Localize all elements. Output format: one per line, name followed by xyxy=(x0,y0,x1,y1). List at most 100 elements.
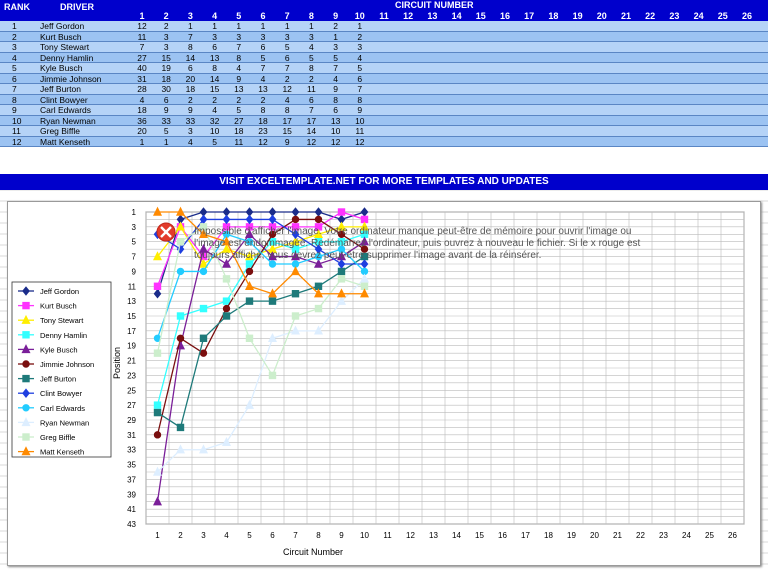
data-point[interactable] xyxy=(176,267,185,276)
driver-cell[interactable]: Jeff Gordon xyxy=(40,21,85,31)
data-point[interactable] xyxy=(291,229,300,240)
rank-cell[interactable]: 11 xyxy=(12,126,21,136)
position-cell[interactable]: 6 xyxy=(188,63,193,73)
position-cell[interactable]: 36 xyxy=(137,115,147,126)
data-point[interactable] xyxy=(337,208,346,216)
position-cell[interactable]: 12 xyxy=(330,136,341,147)
position-cell[interactable]: 11 xyxy=(234,136,244,147)
data-point[interactable] xyxy=(337,259,346,269)
position-cell[interactable]: 11 xyxy=(137,31,147,42)
position-cell[interactable]: 2 xyxy=(260,94,266,105)
data-point[interactable] xyxy=(313,325,324,335)
position-cell[interactable]: 31 xyxy=(137,73,147,84)
position-cell[interactable]: 8 xyxy=(333,94,338,105)
data-point[interactable] xyxy=(198,258,209,268)
data-point[interactable] xyxy=(152,466,163,476)
data-point[interactable] xyxy=(152,496,163,506)
data-point[interactable] xyxy=(221,243,232,253)
position-cell[interactable]: 2 xyxy=(163,21,169,31)
position-cell[interactable]: 33 xyxy=(161,115,171,126)
data-point[interactable] xyxy=(222,275,231,283)
position-cell[interactable]: 1 xyxy=(333,31,338,42)
data-point[interactable] xyxy=(245,260,254,268)
position-cell[interactable]: 7 xyxy=(333,63,338,73)
data-point[interactable] xyxy=(337,267,346,276)
position-cell[interactable]: 4 xyxy=(212,105,217,115)
data-point[interactable] xyxy=(290,236,301,246)
data-point[interactable] xyxy=(268,214,277,225)
position-cell[interactable]: 6 xyxy=(212,42,217,52)
driver-cell[interactable]: Ryan Newman xyxy=(40,115,96,126)
position-cell[interactable]: 1 xyxy=(260,21,266,31)
position-cell[interactable]: 6 xyxy=(333,105,338,115)
position-cell[interactable]: 18 xyxy=(137,105,147,115)
legend-marker[interactable] xyxy=(21,446,31,456)
rank-cell[interactable]: 3 xyxy=(12,42,17,52)
position-cell[interactable]: 3 xyxy=(357,42,363,52)
data-point[interactable] xyxy=(291,290,300,298)
position-cell[interactable]: 11 xyxy=(355,126,365,136)
position-cell[interactable]: 8 xyxy=(236,52,242,63)
position-cell[interactable]: 18 xyxy=(234,126,244,136)
position-cell[interactable]: 5 xyxy=(163,126,169,136)
position-cell[interactable]: 3 xyxy=(188,126,193,136)
data-point[interactable] xyxy=(337,238,346,246)
data-point[interactable] xyxy=(314,252,323,261)
position-cell[interactable]: 1 xyxy=(139,136,145,147)
position-cell[interactable]: 12 xyxy=(282,84,292,94)
position-cell[interactable]: 7 xyxy=(260,63,266,73)
position-cell[interactable]: 14 xyxy=(306,126,317,136)
position-cell[interactable]: 5 xyxy=(260,52,266,63)
data-point[interactable] xyxy=(267,288,278,298)
legend-marker[interactable] xyxy=(22,360,30,368)
rank-cell[interactable]: 8 xyxy=(12,94,17,105)
driver-cell[interactable]: Kyle Busch xyxy=(40,63,83,73)
data-point[interactable] xyxy=(153,349,162,357)
position-cell[interactable]: 13 xyxy=(209,52,220,63)
data-point[interactable] xyxy=(314,304,323,313)
rank-cell[interactable]: 5 xyxy=(12,63,17,73)
data-point[interactable] xyxy=(199,349,208,357)
data-point[interactable] xyxy=(153,431,162,439)
position-cell[interactable]: 11 xyxy=(306,84,316,94)
position-cell[interactable]: 9 xyxy=(333,84,338,94)
position-cell[interactable]: 4 xyxy=(236,63,242,73)
position-cell[interactable]: 2 xyxy=(236,94,242,105)
position-cell[interactable]: 18 xyxy=(258,115,268,126)
position-cell[interactable]: 8 xyxy=(260,105,266,115)
position-cell[interactable]: 15 xyxy=(282,126,292,136)
position-cell[interactable]: 13 xyxy=(234,84,244,94)
position-cell[interactable]: 1 xyxy=(309,21,314,31)
data-point[interactable] xyxy=(313,258,324,268)
position-cell[interactable]: 8 xyxy=(309,63,314,73)
legend-marker[interactable] xyxy=(21,417,31,427)
position-cell[interactable]: 13 xyxy=(258,84,268,94)
data-point[interactable] xyxy=(153,282,162,290)
position-cell[interactable]: 14 xyxy=(185,52,196,63)
data-point[interactable] xyxy=(290,251,301,261)
position-cell[interactable]: 4 xyxy=(139,94,145,105)
data-point[interactable] xyxy=(153,401,162,409)
data-point[interactable] xyxy=(222,312,231,320)
position-cell[interactable]: 1 xyxy=(212,21,217,31)
position-cell[interactable]: 1 xyxy=(284,21,290,31)
position-cell[interactable]: 3 xyxy=(163,42,169,52)
data-point[interactable] xyxy=(176,423,185,432)
position-cell[interactable]: 1 xyxy=(188,21,193,31)
driver-cell[interactable]: Tony Stewart xyxy=(40,42,90,52)
data-point[interactable] xyxy=(245,334,254,342)
legend-marker[interactable] xyxy=(22,433,30,441)
position-cell[interactable]: 4 xyxy=(357,52,363,63)
position-cell[interactable]: 12 xyxy=(258,136,268,147)
position-cell[interactable]: 8 xyxy=(357,94,363,105)
data-point[interactable] xyxy=(175,206,186,216)
driver-cell[interactable]: Clint Bowyer xyxy=(40,94,88,105)
position-cell[interactable]: 9 xyxy=(357,105,363,115)
data-point[interactable] xyxy=(267,332,278,342)
position-cell[interactable]: 12 xyxy=(137,21,147,31)
data-point[interactable] xyxy=(245,214,254,225)
position-cell[interactable]: 1 xyxy=(357,21,363,31)
position-cell[interactable]: 4 xyxy=(260,73,266,84)
data-point[interactable] xyxy=(313,228,324,238)
position-cell[interactable]: 40 xyxy=(137,63,147,73)
